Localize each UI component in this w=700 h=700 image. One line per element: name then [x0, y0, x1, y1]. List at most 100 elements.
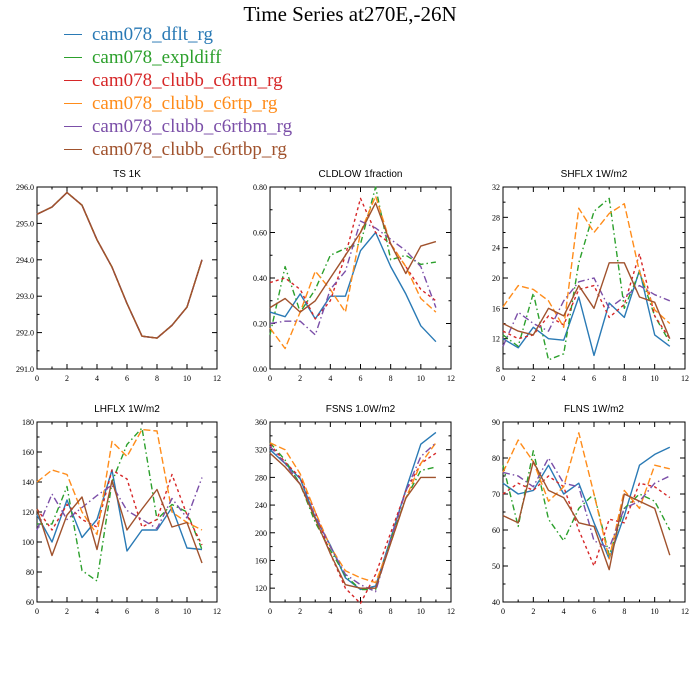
legend-label: cam078_clubb_c6rtbm_rg	[92, 115, 293, 137]
y-tick-label: 200	[255, 529, 267, 538]
series-line-cam078-clubb-c6rtp-rg	[269, 195, 437, 350]
x-tick-label: 4	[562, 374, 566, 383]
y-tick-label: 0.20	[253, 320, 267, 329]
x-tick-label: 4	[95, 607, 99, 616]
y-tick-label: 0.00	[253, 365, 267, 374]
y-tick-label: 291.0	[16, 365, 34, 374]
plot-frame	[502, 421, 686, 603]
series-line-cam078-clubb-c6rtbp-rg	[36, 191, 203, 339]
y-tick-label: 80	[492, 454, 500, 463]
series-line-cam078-dflt-rg	[269, 231, 437, 343]
legend-swatch	[64, 34, 82, 35]
y-tick-label: 100	[22, 538, 34, 547]
series-line-cam078-clubb-c6rtm-rg	[36, 469, 203, 546]
series-line-cam078-dflt-rg	[502, 446, 671, 560]
y-tick-label: 160	[255, 556, 267, 565]
x-tick-label: 6	[359, 374, 363, 383]
y-tick-label: 293.0	[16, 292, 34, 301]
x-tick-label: 4	[328, 374, 332, 383]
x-tick-label: 0	[268, 607, 272, 616]
y-tick-label: 295.0	[16, 219, 34, 228]
series-line-cam078-expldiff	[502, 450, 671, 556]
page-title: Time Series at270E,-26N	[243, 2, 457, 26]
y-tick-label: 120	[22, 508, 34, 517]
x-tick-label: 6	[359, 607, 363, 616]
x-tick-label: 12	[213, 607, 221, 616]
series-line-cam078-expldiff	[37, 427, 203, 582]
legend: cam078_dflt_rg cam078_expldiff cam078_cl…	[64, 23, 292, 161]
x-tick-label: 2	[531, 607, 535, 616]
x-tick-label: 4	[328, 607, 332, 616]
legend-swatch	[64, 57, 82, 58]
series-line-cam078-clubb-c6rtm-rg	[36, 191, 203, 339]
series-line-cam078-clubb-c6rtm-rg	[502, 252, 671, 340]
y-tick-label: 50	[492, 562, 500, 571]
series-line-cam078-dflt-rg	[36, 191, 203, 339]
legend-swatch	[64, 126, 82, 127]
y-tick-label: 180	[22, 418, 34, 427]
plot-frame	[269, 421, 452, 603]
chart-title: CLDLOW 1fraction	[319, 169, 403, 180]
x-tick-label: 0	[501, 374, 505, 383]
series-line-cam078-clubb-c6rtbp-rg	[502, 460, 671, 571]
y-tick-label: 8	[496, 365, 500, 374]
legend-item: cam078_clubb_c6rtp_rg	[64, 92, 292, 115]
x-tick-label: 10	[417, 607, 425, 616]
series-line-cam078-clubb-c6rtbp-rg	[36, 479, 203, 564]
series-line-cam078-clubb-c6rtm-rg	[269, 197, 437, 320]
series-line-cam078-clubb-c6rtbp-rg	[269, 202, 437, 313]
legend-label: cam078_dflt_rg	[92, 23, 214, 45]
series-line-cam078-clubb-c6rtm-rg	[269, 443, 437, 605]
y-tick-label: 280	[255, 473, 267, 482]
series-line-cam078-clubb-c6rtp-rg	[269, 442, 437, 584]
x-tick-label: 2	[531, 374, 535, 383]
series-line-cam078-clubb-c6rtp-rg	[36, 428, 203, 536]
y-tick-label: 160	[22, 448, 34, 457]
x-tick-label: 8	[622, 607, 626, 616]
y-tick-label: 70	[492, 490, 500, 499]
legend-item: cam078_clubb_c6rtm_rg	[64, 69, 292, 92]
chart-panel: TS 1K 0 2 4 6 8 10 12 291.0 292.0 293.0 294.0 295.0 2…	[16, 169, 221, 383]
series-line-cam078-dflt-rg	[502, 269, 671, 357]
legend-label: cam078_clubb_c6rtm_rg	[92, 69, 283, 91]
series-line-cam078-clubb-c6rtbm-rg	[36, 191, 203, 339]
chart-panel: LHFLX 1W/m2 0 2 4 6 8 10 12 60 80 100 120 140 160 180	[22, 404, 221, 616]
x-tick-label: 12	[447, 374, 455, 383]
y-tick-label: 60	[26, 598, 34, 607]
x-tick-label: 8	[155, 374, 159, 383]
chart-title: TS 1K	[113, 169, 141, 180]
legend-item: cam078_clubb_c6rtbm_rg	[64, 115, 292, 138]
y-tick-label: 20	[492, 274, 500, 283]
x-tick-label: 12	[447, 607, 455, 616]
series-line-cam078-expldiff	[36, 191, 203, 339]
x-tick-label: 12	[681, 374, 689, 383]
y-tick-label: 292.0	[16, 329, 34, 338]
chart-panel: FSNS 1.0W/m2 0 2 4 6 8 10 12 120 160 200 240 280 320 3…	[255, 404, 455, 616]
legend-item: cam078_clubb_c6rtbp_rg	[64, 138, 292, 161]
series-line-cam078-clubb-c6rtbm-rg	[36, 477, 203, 531]
x-tick-label: 0	[501, 607, 505, 616]
x-tick-label: 2	[65, 607, 69, 616]
series-line-cam078-clubb-c6rtm-rg	[502, 475, 671, 567]
x-tick-label: 6	[125, 607, 129, 616]
x-tick-label: 10	[417, 374, 425, 383]
x-tick-label: 10	[651, 374, 659, 383]
legend-label: cam078_clubb_c6rtbp_rg	[92, 138, 287, 160]
y-tick-label: 0.60	[253, 229, 267, 238]
y-tick-label: 120	[255, 584, 267, 593]
series-line-cam078-clubb-c6rtp-rg	[502, 202, 671, 328]
series-line-cam078-clubb-c6rtbm-rg	[502, 457, 671, 549]
plot-frame	[36, 421, 218, 603]
x-tick-label: 10	[651, 607, 659, 616]
x-tick-label: 10	[183, 607, 191, 616]
y-tick-label: 60	[492, 526, 500, 535]
x-tick-label: 8	[389, 374, 393, 383]
x-tick-label: 12	[213, 374, 221, 383]
series-line-cam078-dflt-rg	[36, 469, 203, 552]
x-tick-label: 0	[35, 607, 39, 616]
x-tick-label: 8	[389, 607, 393, 616]
series-line-cam078-clubb-c6rtbm-rg	[269, 220, 437, 336]
y-tick-label: 296.0	[16, 183, 34, 192]
legend-label: cam078_clubb_c6rtp_rg	[92, 92, 278, 114]
